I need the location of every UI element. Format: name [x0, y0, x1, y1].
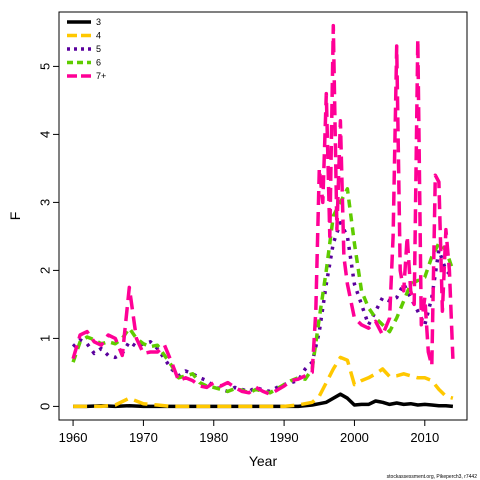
- x-axis: 1960 1970 1980 1990 2000 2010: [59, 419, 439, 445]
- legend-label: 7+: [96, 71, 106, 81]
- legend-label: 5: [96, 44, 101, 54]
- y-tick-label: 5: [38, 63, 53, 70]
- x-tick-label: 2000: [340, 430, 369, 445]
- x-axis-title: Year: [249, 453, 278, 469]
- x-tick-label: 1990: [270, 430, 299, 445]
- y-tick-label: 2: [38, 267, 53, 274]
- x-tick-label: 2010: [410, 430, 439, 445]
- legend-label: 3: [96, 17, 101, 27]
- x-tick-label: 1970: [129, 430, 158, 445]
- y-axis: 0 1 2 3 4 5: [38, 63, 60, 410]
- x-tick-label: 1980: [199, 430, 228, 445]
- y-axis-title: F: [7, 212, 23, 221]
- series-line-0: [73, 392, 454, 409]
- series-layer: [71, 23, 455, 409]
- y-tick-label: 0: [38, 403, 53, 410]
- plot-frame: [58, 11, 468, 421]
- series-line-2: [71, 221, 455, 394]
- series-line-4: [71, 23, 455, 396]
- y-tick-label: 1: [38, 335, 53, 342]
- legend-label: 6: [96, 58, 101, 68]
- footnote: stockassessment.org, Pikeperch3, r7442: [387, 474, 478, 480]
- series-line-1: [73, 355, 454, 409]
- y-tick-label: 3: [38, 199, 53, 206]
- series-line-3: [71, 187, 455, 395]
- y-tick-label: 4: [38, 131, 53, 138]
- x-tick-label: 1960: [59, 430, 88, 445]
- legend: 3 4 5 6 7+: [67, 17, 106, 81]
- legend-label: 4: [96, 31, 101, 41]
